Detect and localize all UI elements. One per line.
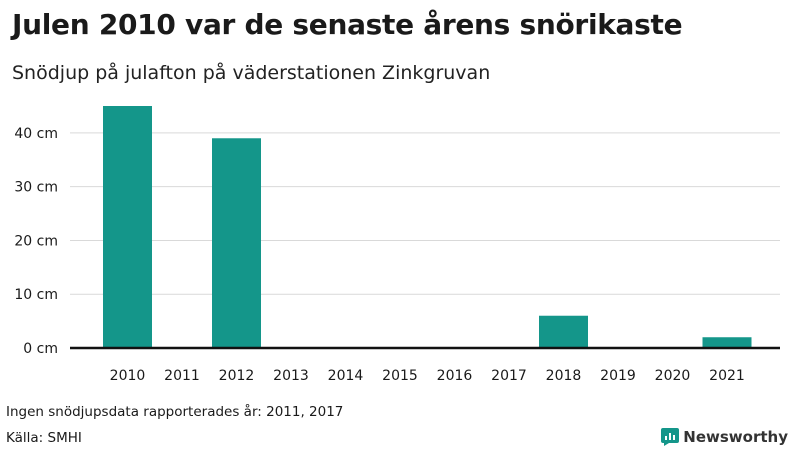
x-tick-label: 2012 [219,368,255,384]
y-tick-label: 0 cm [23,341,58,357]
x-tick-label: 2016 [437,368,473,384]
x-tick-label: 2014 [328,368,364,384]
footnote: Ingen snödjupsdata rapporterades år: 201… [6,404,344,420]
x-tick-label: 2015 [382,368,418,384]
newsworthy-logo-icon [661,428,680,446]
brand-name: Newsworthy [683,428,788,446]
x-tick-label: 2020 [655,368,691,384]
x-tick-label: 2010 [110,368,146,384]
bar-2021 [702,337,752,348]
y-tick-label: 30 cm [14,180,58,196]
x-axis-ticks: 2010 2011 2012 2013 2014 2015 2016 2017 2018 2019… [110,368,745,384]
x-tick-label: 2021 [709,368,745,384]
y-tick-label: 10 cm [14,287,58,303]
bar-2010 [103,106,152,348]
bars [103,106,752,348]
x-tick-label: 2018 [546,368,582,384]
bar-2018 [539,315,588,348]
bar-2012 [212,138,261,348]
x-tick-label: 2019 [600,368,636,384]
source-label: Källa: SMHI [6,430,82,446]
x-tick-label: 2013 [273,368,309,384]
y-tick-label: 20 cm [14,233,58,249]
gridlines [70,132,780,295]
chart-title: Julen 2010 var de senaste årens snörikas… [12,8,683,41]
brand-logo[interactable]: Newsworthy [661,428,788,446]
x-tick-label: 2017 [491,368,527,384]
chart-subtitle: Snödjup på julafton på väderstationen Zi… [12,62,491,84]
x-tick-label: 2011 [164,368,200,384]
y-axis-ticks: 0 cm 10 cm 20 cm 30 cm 40 cm [14,126,58,357]
y-tick-label: 40 cm [14,126,58,142]
